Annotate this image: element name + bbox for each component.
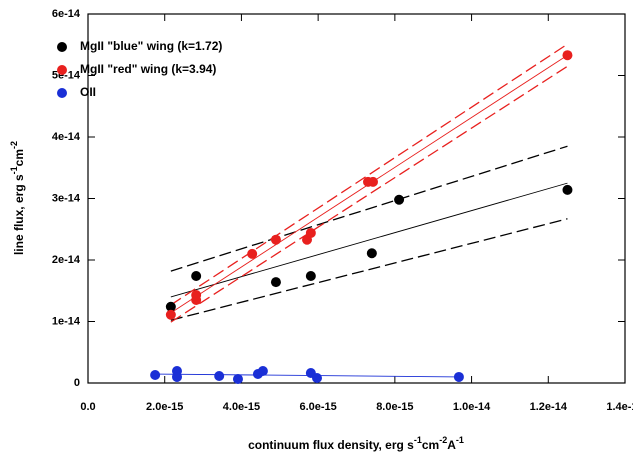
point <box>270 234 281 245</box>
label-part: cm <box>422 438 439 452</box>
point <box>394 194 405 205</box>
x-axis-label: continuum flux density, erg s-1cm-2A-1 <box>248 435 464 452</box>
legend-label: OII <box>80 85 96 99</box>
fit-line <box>170 182 568 298</box>
point <box>247 248 258 259</box>
x-tick-label: 1.0e-14 <box>453 401 491 413</box>
point <box>191 290 202 301</box>
label-part: -1 <box>456 435 464 445</box>
label-part: cm <box>12 149 26 166</box>
point <box>232 374 243 385</box>
label-part: A <box>447 438 456 452</box>
point <box>191 270 202 281</box>
point <box>257 366 268 377</box>
point <box>214 370 225 381</box>
x-tick-label: 8.0e-15 <box>376 401 413 413</box>
label-part: -1 <box>414 435 422 445</box>
legend-label: MgII "blue" wing (k=1.72) <box>80 39 222 53</box>
point <box>453 371 464 382</box>
point <box>305 270 316 281</box>
label-part: -2 <box>439 435 447 445</box>
x-tick-label: 0.0 <box>80 401 95 413</box>
point <box>165 301 176 312</box>
x-tick-label: 4.0e-15 <box>223 401 260 413</box>
point <box>165 309 176 320</box>
point <box>270 277 281 288</box>
point <box>367 176 378 187</box>
fit-line <box>170 65 568 323</box>
x-tick-label: 1.4e-14 <box>606 401 633 413</box>
fit-line <box>170 145 568 272</box>
y-axis-label: line flux, erg s-1cm-2 <box>9 141 26 255</box>
label-part: line flux, erg s <box>12 174 26 255</box>
y-tick-label: 2e-14 <box>52 254 81 266</box>
legend-marker <box>57 88 67 98</box>
y-tick-label: 4e-14 <box>52 131 81 143</box>
y-tick-label: 6e-14 <box>52 8 81 20</box>
x-tick-label: 2.0e-15 <box>146 401 183 413</box>
y-tick-label: 1e-14 <box>52 315 81 327</box>
y-tick-label: 3e-14 <box>52 192 81 204</box>
label-part: -2 <box>9 141 19 149</box>
legend-marker <box>57 42 67 52</box>
point <box>305 227 316 238</box>
point <box>311 373 322 384</box>
label-part: continuum flux density, erg s <box>248 438 414 452</box>
point <box>562 184 573 195</box>
x-tick-label: 1.2e-14 <box>530 401 568 413</box>
y-tick-label: 0 <box>74 377 80 389</box>
legend-label: MgII "red" wing (k=3.94) <box>80 62 216 76</box>
legend-marker <box>57 65 67 75</box>
label-part: -1 <box>9 166 19 174</box>
point <box>171 371 182 382</box>
point <box>562 50 573 61</box>
point <box>150 370 161 381</box>
fit-line <box>170 218 568 321</box>
fit-line <box>170 43 568 306</box>
point <box>366 248 377 259</box>
x-tick-label: 6.0e-15 <box>299 401 336 413</box>
